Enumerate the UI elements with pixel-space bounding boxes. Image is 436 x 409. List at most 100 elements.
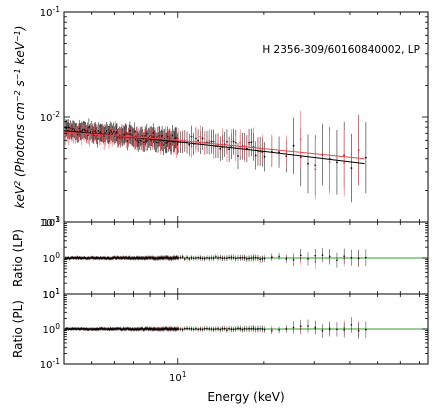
data-point (137, 141, 140, 144)
data-point (170, 143, 173, 145)
ratio-point (228, 256, 230, 259)
y-tick-label: 101 (42, 215, 60, 230)
ratio-point (243, 327, 246, 330)
data-point (100, 135, 102, 138)
ratio-point (307, 258, 309, 260)
ratio-point (271, 329, 273, 332)
ratio-point (357, 257, 360, 260)
data-point (125, 137, 128, 140)
ratio-point (261, 327, 264, 330)
data-point (232, 140, 235, 143)
ratio-point (246, 328, 248, 330)
data-point (129, 134, 131, 137)
data-point (67, 126, 70, 129)
y-tick-label: 10-1 (40, 5, 60, 20)
ratio-point (243, 257, 246, 259)
ratio-point (357, 330, 360, 332)
data-point (116, 133, 118, 136)
ratio-point (219, 328, 222, 331)
ratio-point (314, 254, 317, 257)
tick-base: 10 (40, 8, 53, 19)
ratio-point (195, 257, 197, 259)
data-point (177, 137, 180, 140)
ratio-point (248, 257, 250, 260)
ratio-point (250, 327, 253, 330)
data-point (124, 131, 126, 134)
data-point (136, 139, 139, 142)
ratio-point (234, 257, 237, 260)
ratio-point (321, 254, 324, 256)
ratio-point (208, 328, 210, 330)
ratio-point (177, 328, 179, 330)
data-point (175, 146, 178, 149)
data-point (114, 129, 117, 132)
data-point (112, 133, 115, 136)
ratio-point (336, 328, 338, 331)
ratio-point (192, 328, 195, 331)
ratio-point (292, 259, 295, 261)
ratio-point (307, 325, 309, 327)
data-point (210, 140, 213, 143)
data-point (72, 134, 75, 136)
ratio-point (217, 328, 219, 330)
ratio-point (241, 328, 244, 331)
y-label-part: ) (13, 26, 27, 32)
ratio-point (226, 257, 228, 260)
ratio-point (186, 327, 188, 330)
y-label-part: keV (13, 185, 27, 208)
ratio-point (292, 326, 295, 329)
data-point (299, 138, 302, 141)
data-point (84, 129, 87, 132)
data-point (145, 132, 148, 135)
data-point (152, 132, 155, 134)
ratio-point (263, 257, 266, 260)
ratio-point (221, 327, 224, 330)
data-point (90, 129, 93, 132)
data-point (86, 130, 89, 133)
ratio-point (210, 328, 213, 330)
ratio-point (184, 258, 186, 260)
data-point (199, 135, 202, 138)
data-point (336, 161, 338, 164)
data-point (176, 143, 179, 146)
ratio-point (223, 257, 226, 259)
data-point (67, 136, 70, 138)
ratio-point (177, 257, 179, 260)
ratio-point (254, 328, 257, 331)
ratio-point (127, 257, 130, 260)
ratio-point (190, 328, 193, 330)
data-point (94, 130, 97, 132)
ratio-point (343, 255, 345, 257)
data-point (285, 151, 288, 153)
tick-exponent: -1 (53, 5, 61, 14)
y-tick-label: 101 (42, 287, 60, 302)
ratio-point (190, 256, 193, 259)
data-point (166, 135, 169, 138)
ratio-point (217, 257, 219, 259)
ratio-point (146, 327, 149, 330)
data-point (171, 134, 174, 137)
ratio-point (201, 257, 204, 260)
ratio-point (232, 328, 235, 331)
data-point (133, 139, 136, 142)
y-label-sup: −2 (13, 90, 22, 102)
data-point (357, 149, 360, 152)
tick-exponent: -2 (53, 110, 61, 119)
ratio-point (259, 258, 261, 261)
data-point (157, 141, 159, 144)
ratio-point (223, 327, 226, 330)
data-point (73, 128, 76, 131)
ratio-point (252, 327, 255, 329)
ratio-point (328, 255, 331, 258)
data-point (350, 167, 353, 169)
data-point (71, 132, 73, 135)
ratio-point (257, 327, 259, 330)
ratio-point (192, 257, 195, 259)
data-point (201, 137, 204, 140)
model-line (63, 131, 365, 160)
data-point (78, 127, 81, 130)
ratio-point (261, 258, 264, 260)
data-point (307, 162, 309, 165)
ratio-point (206, 256, 208, 259)
